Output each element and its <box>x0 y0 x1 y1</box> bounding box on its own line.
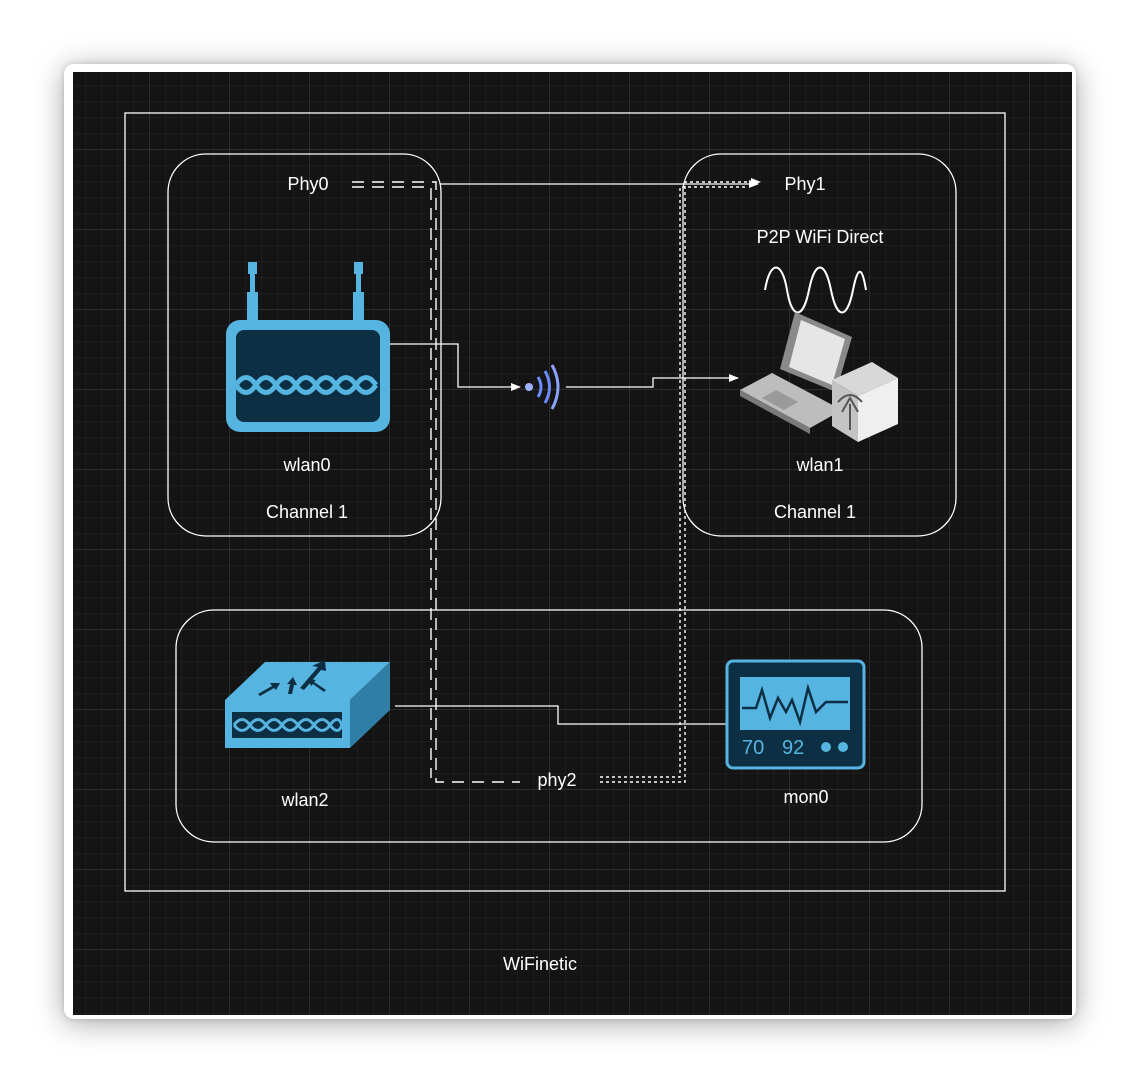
wlan2-label: wlan2 <box>280 790 328 810</box>
router-icon <box>226 262 390 432</box>
diagram-caption: WiFinetic <box>503 954 577 974</box>
heart-rate-monitor-icon: 70 92 <box>727 661 864 768</box>
phy1-label: Phy1 <box>784 174 825 194</box>
wlan1-label: wlan1 <box>795 455 843 475</box>
monitor-value-b: 92 <box>782 737 804 759</box>
mon0-label: mon0 <box>783 787 828 807</box>
signal-to-laptop-link <box>566 378 738 387</box>
wlan0-label: wlan0 <box>282 455 330 475</box>
monitor-value-a: 70 <box>742 737 764 759</box>
phy0-channel-label: Channel 1 <box>266 502 348 522</box>
router-to-signal-link <box>390 344 520 387</box>
phy1-channel-label: Channel 1 <box>774 502 856 522</box>
p2p-mode-label: P2P WiFi Direct <box>757 227 884 247</box>
wireless-signal-icon <box>525 365 558 409</box>
phy1-phy2-dotted-connector-inner <box>600 187 745 777</box>
switch-to-monitor-link <box>395 706 727 724</box>
phy2-label: phy2 <box>537 770 576 790</box>
phy0-label: Phy0 <box>287 174 328 194</box>
sine-wave-icon <box>765 268 866 313</box>
laptop-with-access-point-icon <box>740 312 898 442</box>
wireless-switch-icon <box>225 660 390 748</box>
